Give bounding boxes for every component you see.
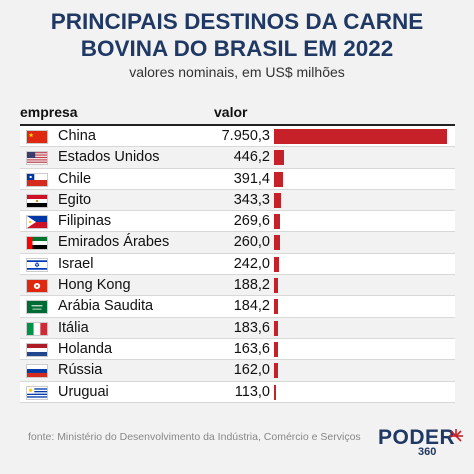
bar: [274, 150, 284, 166]
table-row: Itália 183,6: [20, 317, 455, 339]
value-label: 269,6: [233, 213, 270, 230]
bar: [274, 214, 280, 230]
table-row: Hong Kong 188,2: [20, 275, 455, 297]
logo-number: 360: [418, 446, 437, 458]
country-label: Emirados Árabes: [58, 234, 170, 251]
header-divider: [20, 124, 455, 126]
chart-subtitle: valores nominais, em US$ milhões: [129, 64, 345, 80]
value-label: 188,2: [233, 277, 270, 294]
country-label: Holanda: [58, 340, 113, 357]
bar: [274, 192, 282, 208]
russia-flag-icon: [26, 364, 48, 379]
bar: [274, 320, 278, 336]
table-row: Uruguai 113,0: [20, 381, 455, 403]
table-row: Rússia 162,0: [20, 360, 455, 382]
value-label: 183,6: [233, 319, 270, 336]
country-label: China: [58, 128, 96, 144]
country-label: Israel: [58, 255, 94, 272]
bar-chart-rows: China 7.950,3 Estados Unidos 446,2 Chile 391,…: [20, 126, 455, 403]
value-label: 391,4: [233, 170, 270, 187]
table-row: Filipinas 269,6: [20, 211, 455, 233]
bar: [274, 384, 277, 400]
value-label: 446,2: [233, 149, 270, 166]
china-flag-icon: [26, 130, 48, 144]
chile-flag-icon: [26, 172, 48, 187]
table-row: Israel 242,0: [20, 253, 455, 276]
uae-flag-icon: [26, 236, 48, 251]
country-label: Chile: [58, 170, 92, 187]
table-row: China 7.950,3: [20, 126, 455, 148]
chart-title: PRINCIPAIS DESTINOS DA CARNE BOVINA DO B…: [0, 8, 474, 62]
country-label: Hong Kong: [58, 277, 131, 294]
netherlands-flag-icon: [26, 342, 48, 357]
value-label: 260,0: [233, 234, 270, 251]
title-line-2: BOVINA DO BRASIL EM 2022: [80, 36, 394, 61]
bar: [274, 171, 283, 187]
bar: [274, 235, 280, 251]
value-label: 343,3: [233, 191, 270, 208]
country-label: Uruguai: [58, 383, 109, 400]
israel-flag-icon: [26, 257, 48, 272]
hongkong-flag-icon: [26, 279, 48, 294]
country-label: Rússia: [58, 362, 103, 379]
column-header-empresa: empresa: [20, 104, 78, 120]
table-row: Chile 391,4: [20, 168, 455, 190]
bar: [274, 363, 278, 379]
column-header-valor: valor: [214, 104, 248, 120]
table-row: Holanda 163,6: [20, 338, 455, 361]
philippines-flag-icon: [26, 215, 48, 230]
logo-word: PODER: [378, 426, 456, 449]
source-note: fonte: Ministério do Desenvolvimento da …: [28, 431, 361, 443]
table-row: Estados Unidos 446,2: [20, 147, 455, 169]
bar: [274, 129, 447, 144]
saudi-flag-icon: [26, 300, 48, 315]
value-label: 113,0: [234, 383, 270, 400]
value-label: 162,0: [233, 362, 270, 379]
country-label: Filipinas: [58, 213, 112, 230]
egypt-flag-icon: [26, 193, 48, 208]
bar: [274, 278, 279, 294]
table-row: Emirados Árabes 260,0: [20, 232, 455, 254]
table-row: Arábia Saudita 184,2: [20, 296, 455, 318]
value-label: 7.950,3: [221, 128, 270, 144]
bar: [274, 256, 280, 272]
country-label: Arábia Saudita: [58, 298, 154, 315]
bar: [274, 341, 278, 357]
usa-flag-icon: [26, 151, 48, 166]
value-label: 163,6: [233, 340, 270, 357]
title-line-1: PRINCIPAIS DESTINOS DA CARNE: [50, 9, 424, 34]
country-label: Egito: [58, 191, 92, 208]
italy-flag-icon: [26, 321, 48, 336]
poder360-logo: PODER 360: [378, 426, 466, 460]
uruguay-flag-icon: [26, 385, 48, 400]
value-label: 242,0: [233, 255, 270, 272]
country-label: Estados Unidos: [58, 149, 160, 166]
value-label: 184,2: [233, 298, 270, 315]
table-row: Egito 343,3: [20, 189, 455, 212]
bar: [274, 299, 278, 315]
country-label: Itália: [58, 319, 89, 336]
logo-sunburst-icon: [449, 429, 463, 442]
